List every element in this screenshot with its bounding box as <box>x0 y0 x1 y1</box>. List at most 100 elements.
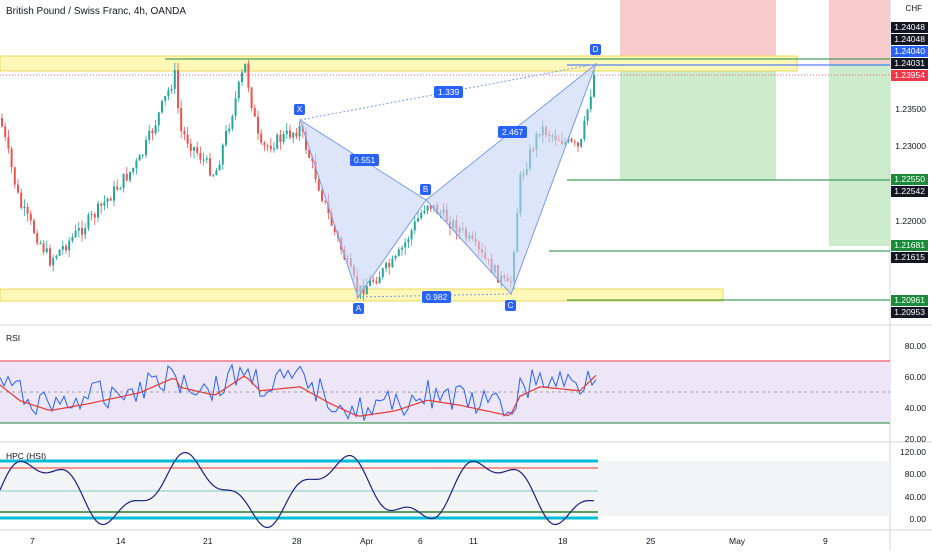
candle-body <box>145 139 147 155</box>
candle-body <box>263 142 266 146</box>
candle-body <box>33 220 35 234</box>
candle-body <box>589 96 592 110</box>
candle-body <box>423 210 426 213</box>
candle-body <box>97 203 99 218</box>
candle-body <box>253 108 256 117</box>
pattern-point-x[interactable]: X <box>294 104 305 115</box>
pattern-point-a[interactable]: A <box>353 303 364 314</box>
resistance-zone <box>0 55 798 72</box>
candle-body <box>13 167 16 185</box>
candle-body <box>333 225 336 232</box>
candle-body <box>573 141 576 143</box>
pattern-point-b[interactable]: B <box>420 184 431 195</box>
candle-body <box>7 137 10 149</box>
candle-body <box>426 205 429 211</box>
ratio-label: 0.982 <box>422 291 452 303</box>
hpc-band <box>0 461 890 516</box>
candle-body <box>58 249 61 256</box>
candle-body <box>241 72 243 82</box>
candle-body <box>193 147 195 151</box>
candle-body <box>55 255 58 259</box>
date-tick: 7 <box>30 536 35 546</box>
price-label: 1.20953 <box>891 307 928 318</box>
price-label: 1.22550 <box>891 174 928 185</box>
candle-body <box>17 184 19 193</box>
price-label: 1.24040 <box>891 46 928 57</box>
candle-body <box>365 285 368 295</box>
candle-body <box>420 212 423 219</box>
candle-body <box>237 81 240 99</box>
candle-body <box>410 230 413 240</box>
candle-body <box>109 198 112 201</box>
candle-body <box>148 130 151 140</box>
candle-body <box>20 192 23 209</box>
candle-body <box>68 240 71 251</box>
candle-body <box>221 144 224 165</box>
candle-body <box>100 203 103 206</box>
candle-body <box>330 212 333 226</box>
candle-body <box>231 115 234 129</box>
candle-body <box>317 179 320 191</box>
candle-body <box>52 258 55 266</box>
candle-body <box>39 243 42 245</box>
candle-body <box>413 221 416 231</box>
candle-body <box>154 125 157 134</box>
hpc-tick: 0.00 <box>909 514 926 524</box>
candle-body <box>170 88 173 91</box>
candle-body <box>244 63 247 73</box>
candle-body <box>161 100 163 113</box>
date-tick: 28 <box>292 536 302 546</box>
candle-body <box>205 158 208 160</box>
target-zone <box>829 64 890 246</box>
date-tick: May <box>729 536 746 546</box>
ratio-label: 0.551 <box>350 154 380 166</box>
candle-body <box>116 186 119 190</box>
pattern-bcd <box>425 62 598 295</box>
candle-body <box>186 134 189 144</box>
candle-body <box>177 70 179 108</box>
hpc-tick: 120.00 <box>900 447 926 457</box>
candle-body <box>23 206 26 209</box>
candle-body <box>381 268 384 278</box>
price-label: 1.21615 <box>891 252 928 263</box>
candle-body <box>65 245 67 251</box>
candle-body <box>135 160 138 168</box>
candle-body <box>369 279 371 286</box>
candle-body <box>593 74 595 97</box>
candle-body <box>279 134 282 142</box>
rsi-tick: 80.00 <box>904 341 926 351</box>
candle-body <box>247 63 250 88</box>
candle-body <box>103 202 106 206</box>
candle-body <box>113 186 115 201</box>
price-label: 1.24031 <box>891 58 928 69</box>
candle-body <box>378 277 381 284</box>
date-tick: 9 <box>823 536 828 546</box>
rsi-tick: 20.00 <box>904 434 926 444</box>
candle-body <box>285 130 288 134</box>
candle-body <box>209 158 211 176</box>
price-label: 1.21681 <box>891 240 928 251</box>
candle-body <box>202 159 205 161</box>
candle-body <box>388 263 391 268</box>
ratio-label: 1.339 <box>434 86 464 98</box>
price-label: 1.20961 <box>891 295 928 306</box>
pattern-point-d[interactable]: D <box>590 44 601 55</box>
candle-body <box>1 118 3 127</box>
currency-label: CHF <box>905 4 922 13</box>
hpc-panel-label: HPC (HSI) <box>6 451 47 461</box>
candle-body <box>276 134 279 149</box>
date-tick: 21 <box>203 536 213 546</box>
candle-body <box>212 175 215 177</box>
pattern-point-c[interactable]: C <box>505 300 516 311</box>
candle-body <box>273 148 275 150</box>
candle-body <box>401 247 403 250</box>
candle-body <box>26 206 29 214</box>
price-label: 1.22542 <box>891 186 928 197</box>
candle-body <box>164 96 167 101</box>
pattern-xab <box>299 118 427 299</box>
candle-body <box>570 138 573 142</box>
candle-body <box>362 285 365 295</box>
candle-body <box>42 243 45 253</box>
